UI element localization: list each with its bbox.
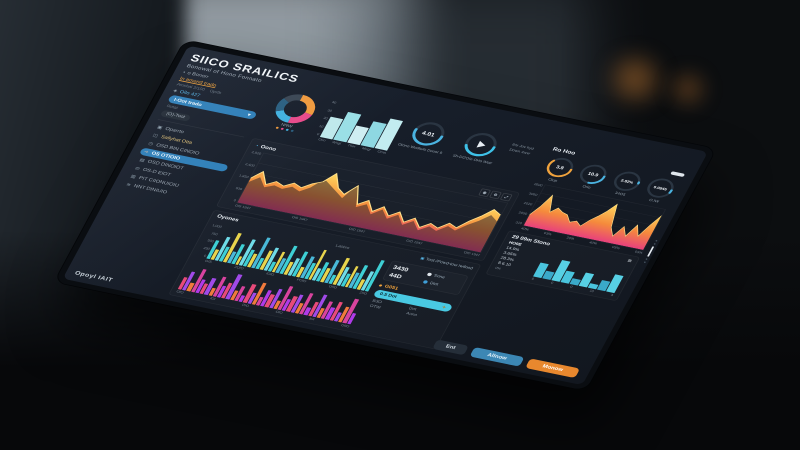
spark-icon: ✦ [440, 305, 448, 310]
gauge-chart-2 [457, 129, 504, 161]
scrollbar-thumb[interactable] [646, 245, 655, 257]
avatar-icon: ▪ [182, 70, 187, 75]
svg-text:2.82%: 2.82% [620, 178, 635, 185]
gauge-chart-percent: 2.82% [608, 168, 647, 194]
dashboard-body: ▪ o Bonorr In amend trado Amshal 2/100 O… [74, 70, 686, 379]
toggle-label: Sone [433, 273, 446, 280]
center-column: NNW 40 30 20 10 0 Ono Wngl Thor Mngr Orna 4.01 Ot… [168, 89, 547, 350]
svg-text:10.9: 10.9 [587, 171, 600, 178]
bokeh-light [662, 68, 714, 110]
monow-button[interactable]: Monow [525, 358, 581, 379]
main-chart-panel: ◔ Oono ◉ ⚙ ⤢ 2,820 2,400 1,850 938 0 OI9 1947… [215, 137, 521, 262]
scroll-dot [645, 257, 648, 260]
donut-widget: NNW [255, 89, 328, 144]
arrow-icon: ➜ [142, 150, 150, 155]
gauge-widget: 2.82% 34O5 [604, 168, 648, 200]
doc-icon: ▤ [138, 158, 146, 163]
toggle-label: Diot [428, 281, 440, 287]
main-area-chart: 2,820 2,400 1,850 938 0 OI9 1947 OI9 1947 OID 1… [223, 150, 509, 257]
gauge-widget: 3.8 Oiup [536, 154, 580, 186]
menu-icon[interactable]: ≡ [626, 257, 634, 264]
monitor: SIICO SRAILICS Bonowal of Hono Fonnato ▪… [54, 40, 717, 391]
clock-icon: ◔ [254, 143, 260, 149]
scroll-dot [655, 239, 658, 242]
monitor-bezel: SIICO SRAILICS Bonowal of Hono Fonnato ▪… [54, 40, 717, 391]
ent-button[interactable]: Ent [432, 339, 469, 356]
scroll-dot [643, 261, 646, 263]
gauge-widget-1: 4.01 Otono Wodtwls Douor 9 [387, 116, 459, 171]
svg-text:4.01: 4.01 [420, 131, 436, 138]
gauge-label: O.IW [648, 198, 660, 204]
main-chart-title: Oono [259, 144, 278, 153]
allnow-button[interactable]: Allnow [469, 347, 525, 367]
gauge-chart-orange: 3.8 [540, 154, 579, 180]
donut-chart [269, 90, 323, 127]
scroll-dot [653, 242, 656, 245]
gauge-widget-2: Sh-DI2OIo OHo Wotr [439, 127, 511, 182]
grid-icon: ▣ [156, 125, 163, 131]
right-gauges-row: 3.8 Oiup 10.9 Orio 2.82% 34O5 [536, 154, 681, 206]
filter-icon: ◈ [172, 88, 179, 94]
right-column: Ro Hoo 3.8 Oiup 10.9 Orio [432, 146, 686, 379]
toggle-dot-icon [426, 272, 433, 277]
toggle-dot-icon [422, 279, 429, 284]
bokeh-light [598, 52, 672, 106]
svg-text:0.0845: 0.0845 [653, 185, 669, 192]
meta-text: Oprtb [208, 89, 223, 96]
pill-label: 0.5 Dot [378, 292, 398, 300]
gauge-chart-decimal: 0.0845 [642, 175, 681, 201]
dense-charts: 1,000 750 500 250 0 OIS ZOIO IOIO POIO OIIO ZIIO O… [176, 223, 386, 328]
gauge-widget: 0.0845 O.IW [638, 175, 682, 207]
display-toggle[interactable] [670, 171, 686, 178]
gauge-label: Orio [581, 184, 592, 190]
svg-text:3.8: 3.8 [554, 165, 564, 171]
gauge-chart-1: 4.01 [405, 118, 452, 150]
right-area-chart: 2600 3060 2020 2050 310 40% 03% 20% 40% 03% 03% [511, 182, 667, 254]
expand-icon[interactable]: ⤢ [499, 192, 513, 202]
coin-icon: ◎ [134, 166, 141, 172]
chevron-down-icon: ▾ [246, 112, 252, 118]
gauge-label: Oiup [547, 177, 559, 184]
gauge-label: 34O5 [613, 191, 627, 198]
shield-icon: ◆ [378, 283, 384, 288]
chart-icon: ▥ [129, 174, 137, 180]
layers-icon: ≋ [125, 182, 132, 188]
dashboard-screen: SIICO SRAILICS Bonowal of Hono Fonnato ▪… [62, 45, 709, 386]
gauge-widget: 10.9 Orio [570, 161, 614, 193]
top-widgets-row: NNW 40 30 20 10 0 Ono Wngl Thor Mngr Orna 4.01 Ot… [255, 89, 547, 189]
clock-icon: ◷ [147, 141, 154, 147]
gauge-chart-blue: 10.9 [574, 161, 613, 187]
users-icon: ◫ [151, 133, 159, 139]
